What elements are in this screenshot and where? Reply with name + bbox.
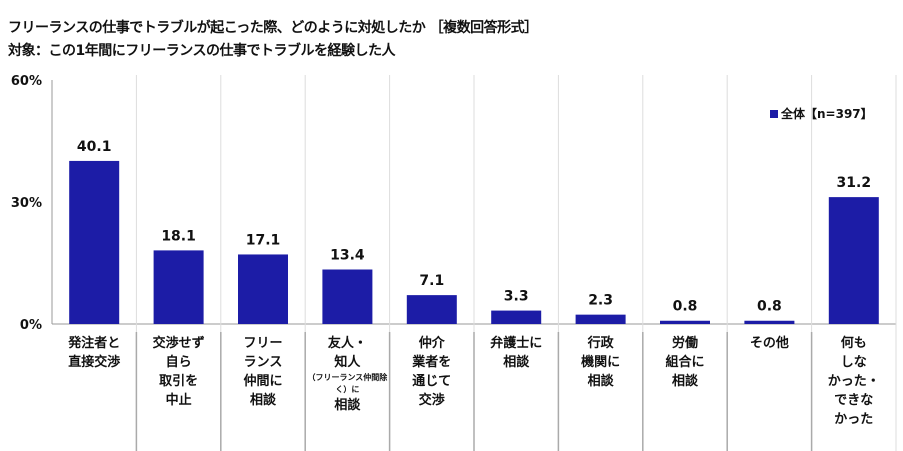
bar [828,197,879,324]
bar [238,254,288,324]
y-tick-label: 60% [11,74,42,89]
x-tick-label-line: 組合に [665,355,705,370]
x-tick-label-line: 相談 [249,393,276,408]
x-tick-label-line: 仲間に [243,374,283,389]
data-label: 13.4 [330,248,365,264]
x-tick-label-line: 交渉せず [152,336,205,351]
bar [322,269,373,324]
x-tick-label: フリーランス仲間に相談 [221,334,305,410]
x-tick-label-line: 通じて [412,374,452,389]
data-label: 31.2 [837,175,872,191]
data-label: 17.1 [246,232,281,248]
data-label: 7.1 [419,273,444,289]
bar [575,314,626,324]
y-tick-label: 30% [11,196,42,211]
x-tick-label: 行政 機関に 相談 [558,334,642,391]
x-tick-label-line: 知人 [334,355,361,370]
data-label: 3.3 [504,289,529,305]
x-tick-label: 何もしなかった・できなかった [812,334,896,429]
bar [744,320,795,324]
legend-label: 全体【n=397】 [780,106,873,121]
bar [406,295,457,324]
x-tick-label-line: （フリーランス仲間除く）に [307,373,388,394]
data-label: 0.8 [757,299,782,315]
x-tick-label: 弁護士に 相談 [474,334,558,372]
x-tick-label-line: 相談 [671,374,698,389]
x-tick-label-line: 機関に [581,355,621,370]
x-tick-label-line: 直接交渉 [68,355,121,370]
bar [153,250,204,324]
x-tick-label: 労働 組合に 相談 [643,334,727,391]
x-tick-label-line: 自ら [165,355,192,370]
bar [491,310,542,324]
data-label: 0.8 [673,299,698,315]
legend-swatch [770,110,778,118]
x-tick-label-line: フリー [243,336,283,351]
x-tick-label-line: かった・ [827,374,880,389]
x-tick-label-line: かった [834,412,874,427]
x-tick-label: 友人・知人 （フリーランス仲間除く）に相談 [305,334,389,415]
x-tick-label-line: 何も [840,336,867,351]
x-tick-label-line: 行政 [587,336,614,351]
x-tick-label-line: 相談 [587,374,614,389]
x-tick-label-line: その他 [749,336,789,351]
x-tick-label: その他 [727,334,811,353]
data-label: 18.1 [161,228,196,244]
x-tick-label: 仲介業者を通じて交渉 [390,334,474,410]
x-tick-label-line: できな [834,393,874,408]
data-label: 40.1 [77,139,112,155]
x-tick-label-line: 弁護士に [490,336,543,351]
y-tick-label: 0% [20,318,42,333]
x-tick-label-line: 発注者と [68,336,121,351]
bar [69,160,120,324]
x-tick-label-line: 相談 [334,398,361,413]
x-tick-label: 発注者と 直接交渉 [52,334,136,372]
x-tick-label: 交渉せず自ら取引を中止 [136,334,220,410]
data-label: 2.3 [588,293,613,309]
bar [660,320,710,324]
x-tick-label-line: 相談 [503,355,530,370]
x-tick-label-line: 交渉 [418,393,445,408]
x-tick-label-line: 友人・ [327,336,367,351]
x-tick-label-line: ランス [243,355,283,370]
x-tick-label-line: 中止 [165,393,192,408]
chart-title: フリーランスの仕事でトラブルが起こった際、どのように対処したか ［複数回答形式］ [8,20,538,36]
x-tick-label-line: 労働 [671,336,698,351]
x-tick-label-line: しな [840,355,867,370]
x-tick-label-line: 業者を [412,355,452,370]
chart-subtitle: 対象：この1年間にフリーランスの仕事でトラブルを経験した人 [8,43,395,59]
x-tick-label-line: 取引を [159,374,199,389]
x-tick-label-line: 仲介 [418,336,445,351]
